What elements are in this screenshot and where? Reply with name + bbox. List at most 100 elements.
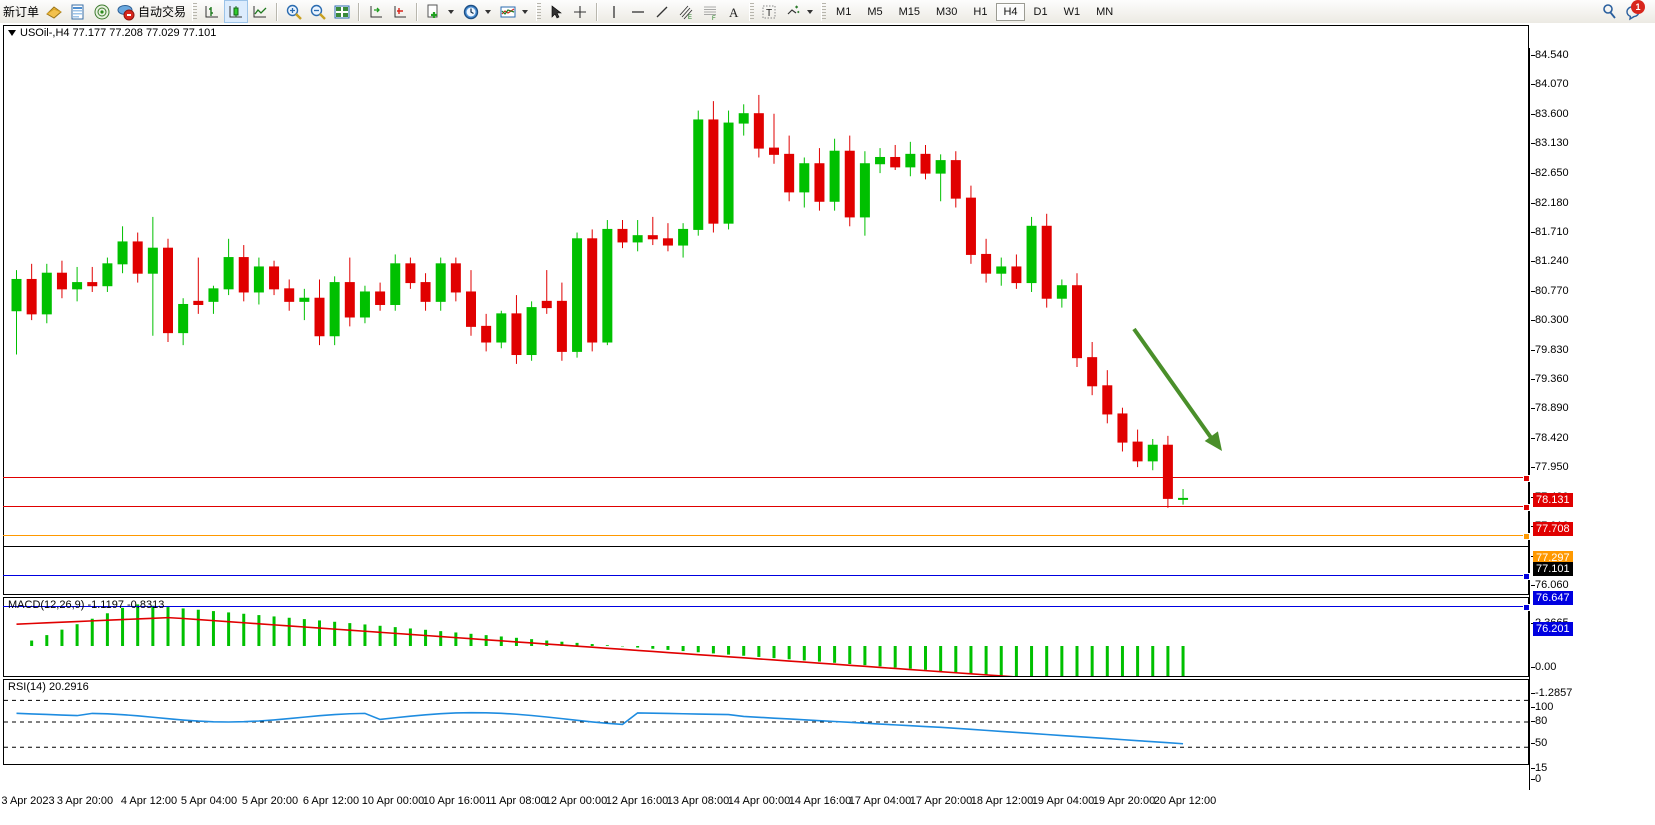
- time-tick-label: 5 Apr 20:00: [241, 795, 299, 807]
- timeframe-m5[interactable]: M5: [867, 5, 883, 18]
- time-tick-label: 11 Apr 08:00: [485, 795, 547, 807]
- text-label-button[interactable]: T: [757, 1, 781, 22]
- candle: [859, 151, 870, 236]
- templates-dropdown-caret[interactable]: [448, 9, 455, 14]
- time-tick-label: 17 Apr 20:00: [909, 795, 973, 807]
- timeframe-m15[interactable]: M15: [898, 5, 920, 18]
- timeframe-group: M1 M5 M15 M30 H1 H4 D1 W1 MN: [829, 2, 1120, 21]
- period-dropdown-caret[interactable]: [485, 9, 492, 14]
- price-badge-take-profit-upper[interactable]: 78.131: [1533, 493, 1573, 507]
- toolbar-grip-1[interactable]: [192, 2, 198, 21]
- price-axis[interactable]: 84.540 84.070 83.600 83.130 82.650 82.180 81.7…: [1529, 48, 1655, 790]
- candle: [1087, 342, 1098, 396]
- navigator-button[interactable]: [90, 1, 114, 22]
- vertical-line-button[interactable]: [602, 1, 626, 22]
- objects-button[interactable]: [781, 1, 818, 22]
- new-order-label: 新订单: [3, 5, 40, 19]
- price-badge-stop-loss[interactable]: 77.708: [1533, 522, 1573, 536]
- candle: [723, 110, 734, 230]
- symbol-header-text: USOil-,H4 77.177 77.208 77.029 77.101: [20, 27, 217, 39]
- fibonacci-button[interactable]: F: [698, 1, 722, 22]
- candlestick-chart-button[interactable]: [224, 0, 249, 23]
- crosshair-button[interactable]: [568, 1, 592, 22]
- candle: [738, 104, 749, 136]
- crosshair-icon: [571, 3, 589, 21]
- market-watch-button[interactable]: [66, 1, 90, 22]
- time-tick-label: 3 Apr 20:00: [56, 795, 114, 807]
- period-button[interactable]: [459, 1, 496, 22]
- price-pane[interactable]: USOil-,H4 77.177 77.208 77.029 77.101: [3, 25, 1529, 595]
- rsi-pane[interactable]: RSI(14) 20.2916: [3, 679, 1529, 765]
- shift-chart-button[interactable]: [364, 1, 388, 22]
- macd-pane[interactable]: MACD(12,26,9) -1.1197 -0.8313: [3, 597, 1529, 677]
- price-badge-target-lower-1[interactable]: 76.647: [1533, 591, 1573, 605]
- profile-button[interactable]: [42, 1, 66, 22]
- svg-text:E: E: [688, 15, 692, 21]
- candle: [466, 270, 476, 336]
- templates-button[interactable]: [422, 1, 459, 22]
- svg-text:A: A: [729, 5, 739, 20]
- candle: [1056, 279, 1067, 308]
- line-chart-button[interactable]: [248, 1, 272, 22]
- candle: [41, 263, 52, 324]
- zoom-in-button[interactable]: [282, 1, 306, 22]
- candle: [375, 282, 386, 311]
- horizontal-line-button[interactable]: [626, 1, 650, 22]
- timeframe-mn[interactable]: MN: [1096, 5, 1114, 18]
- level-line-target-lower-2[interactable]: [3, 606, 1529, 607]
- toolbar-grip-2[interactable]: [536, 2, 542, 21]
- chart-area[interactable]: USOil-,H4 77.177 77.208 77.029 77.101 MA…: [0, 23, 1655, 825]
- zoom-out-button[interactable]: [306, 1, 330, 22]
- indicators-button[interactable]: [496, 1, 533, 22]
- candle: [753, 94, 764, 158]
- candle: [1147, 438, 1158, 471]
- level-handle-target-lower-2[interactable]: [1523, 604, 1530, 611]
- time-axis[interactable]: 3 Apr 2023 3 Apr 20:00 4 Apr 12:00 5 Apr 04…: [0, 793, 1655, 813]
- autotrading-button[interactable]: 自动交易: [114, 1, 189, 22]
- price-badge-last-price[interactable]: 77.101: [1533, 562, 1573, 576]
- text-button[interactable]: A: [722, 1, 746, 22]
- triangle-down-icon[interactable]: [8, 30, 16, 36]
- candle: [632, 220, 643, 252]
- price-badge-pending-order[interactable]: 77.297: [1533, 551, 1573, 565]
- level-line-last-price[interactable]: [3, 546, 1529, 547]
- level-line-pending-order[interactable]: [3, 535, 1529, 536]
- auto-scroll-button[interactable]: [388, 1, 412, 22]
- toolbar-grip-4[interactable]: [821, 2, 827, 21]
- timeframe-m1[interactable]: M1: [836, 5, 852, 18]
- cursor-button[interactable]: [544, 1, 568, 22]
- price-badge-target-lower-2[interactable]: 76.201: [1533, 622, 1573, 636]
- price-axis-line: [1529, 48, 1530, 790]
- candle: [178, 298, 189, 346]
- toolbar-grip-3[interactable]: [749, 2, 755, 21]
- level-handle-stop-loss[interactable]: [1523, 504, 1530, 511]
- zoom-in-icon: [285, 3, 303, 21]
- timeframe-h1[interactable]: H1: [973, 5, 988, 18]
- rsi-tick: 80: [1530, 715, 1548, 728]
- level-line-take-profit-upper[interactable]: [3, 477, 1529, 478]
- price-tick: 81.710: [1531, 226, 1569, 239]
- alerts-icon[interactable]: 1: [1625, 0, 1645, 21]
- level-line-stop-loss[interactable]: [3, 506, 1529, 507]
- timeframe-m30[interactable]: M30: [936, 5, 958, 18]
- bar-chart-button[interactable]: [200, 1, 224, 22]
- svg-text:F: F: [712, 16, 716, 21]
- level-handle-target-lower-1[interactable]: [1523, 573, 1530, 580]
- indicators-dropdown-caret[interactable]: [522, 9, 529, 14]
- level-handle-take-profit-upper[interactable]: [1523, 475, 1530, 482]
- level-line-target-lower-1[interactable]: [3, 575, 1529, 576]
- objects-dropdown-caret[interactable]: [807, 9, 814, 14]
- timeframe-w1[interactable]: W1: [1063, 5, 1081, 18]
- timeframe-d1[interactable]: D1: [1033, 5, 1048, 18]
- candle: [208, 285, 219, 314]
- equidistant-channel-button[interactable]: E: [674, 1, 698, 22]
- rsi-tick: 100: [1530, 701, 1554, 713]
- bar-chart-icon: [203, 3, 221, 21]
- search-icon[interactable]: [1601, 3, 1619, 21]
- candle: [662, 223, 673, 252]
- trendline-button[interactable]: [650, 1, 674, 22]
- level-handle-pending-order[interactable]: [1523, 533, 1530, 540]
- data-window-button[interactable]: [330, 1, 354, 22]
- timeframe-h4[interactable]: H4: [996, 2, 1025, 21]
- new-order-button[interactable]: 新订单: [0, 1, 42, 22]
